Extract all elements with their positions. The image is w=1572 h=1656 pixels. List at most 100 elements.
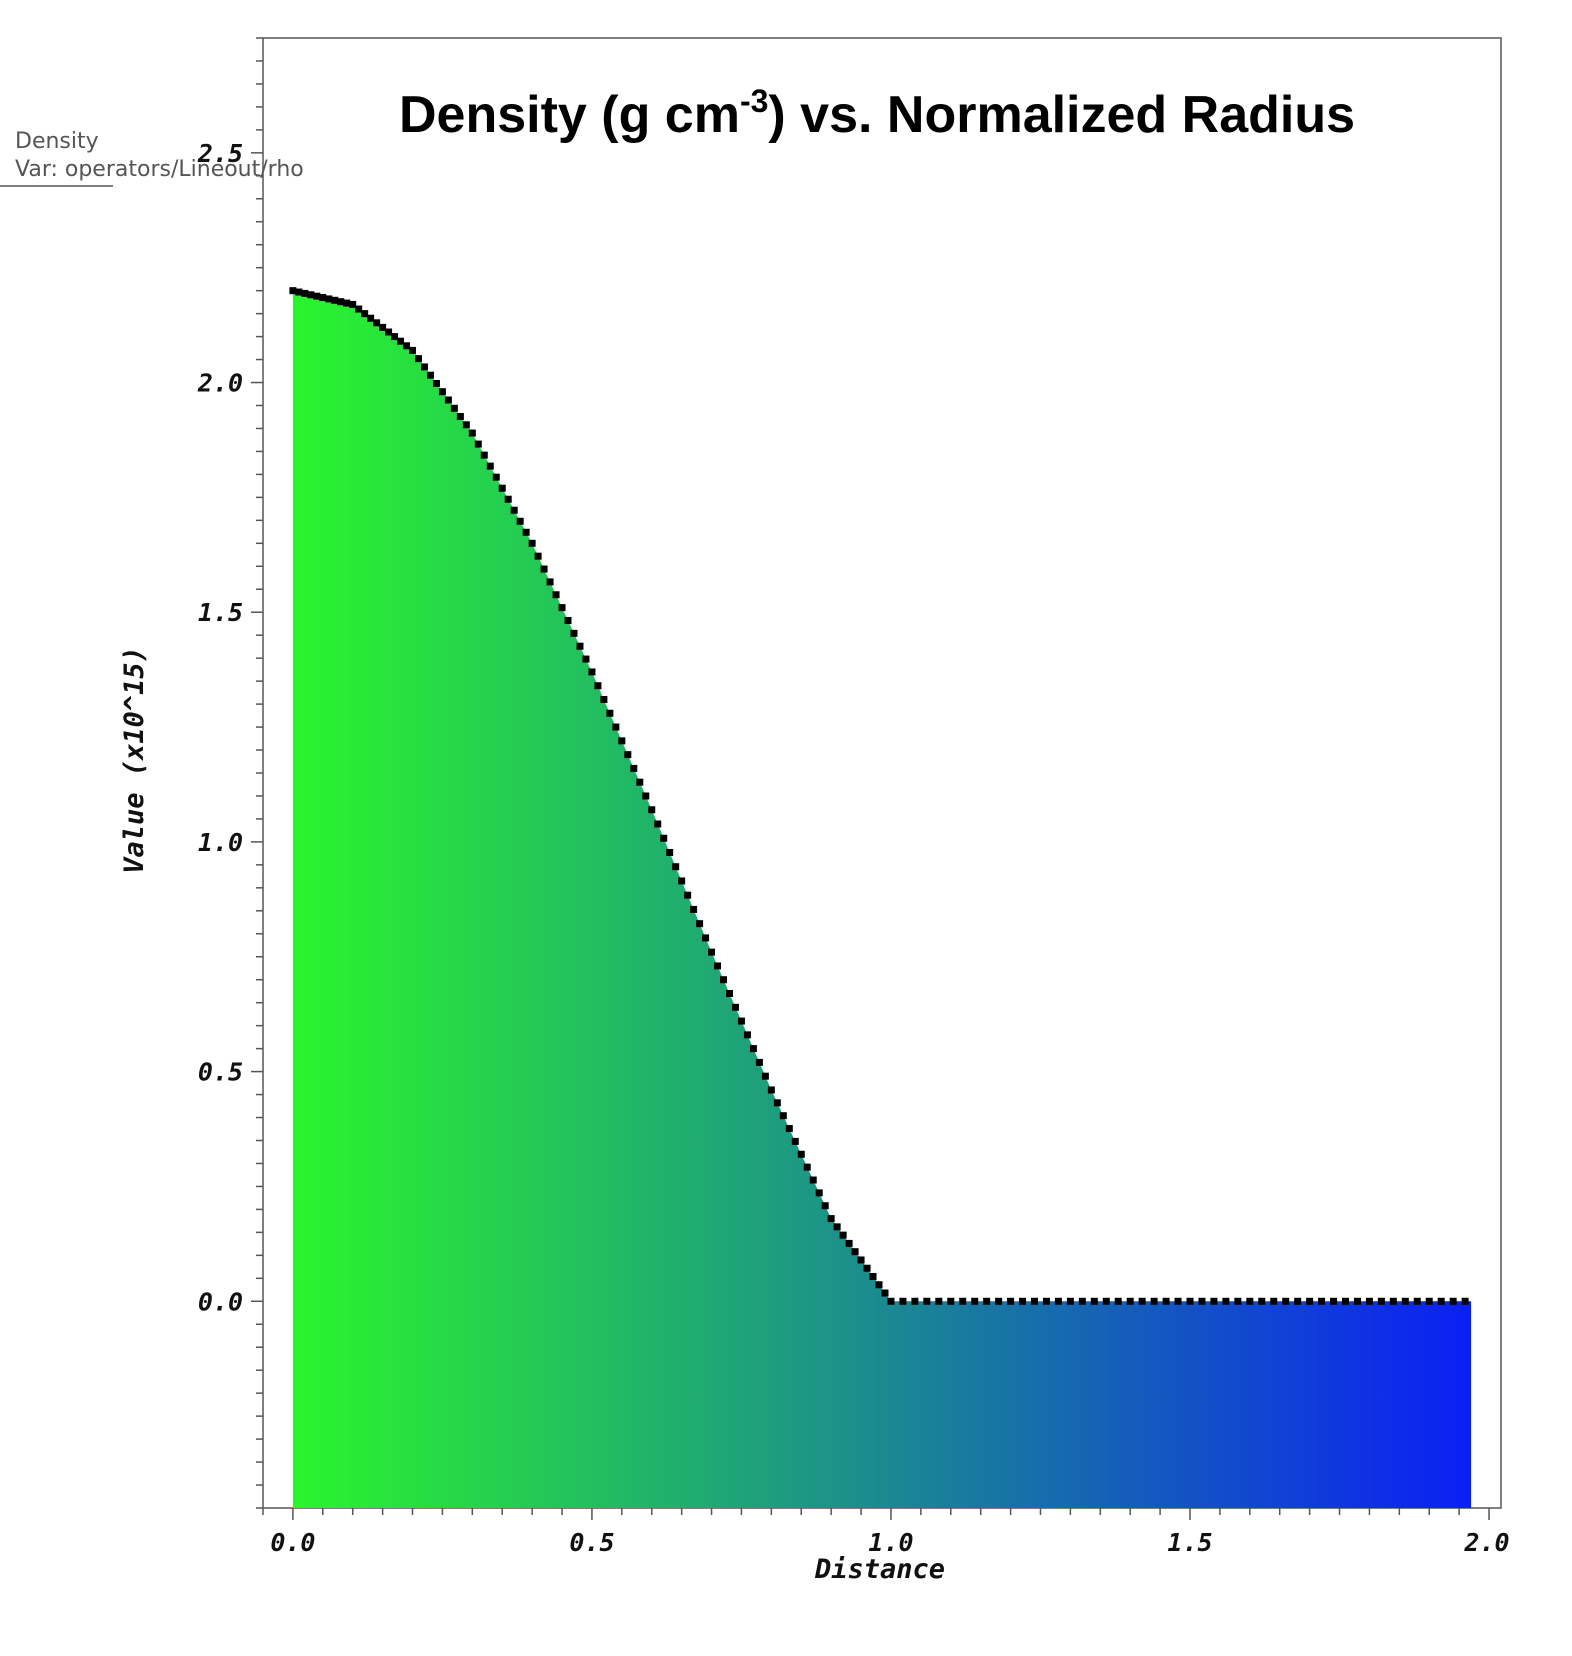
- density-marker: [1066, 1297, 1074, 1305]
- density-marker: [432, 379, 440, 387]
- density-marker: [827, 1215, 835, 1223]
- density-marker: [397, 337, 405, 345]
- density-marker: [720, 976, 728, 984]
- density-marker: [702, 934, 710, 942]
- density-marker: [845, 1239, 853, 1247]
- density-marker: [725, 990, 733, 997]
- density-marker: [426, 371, 434, 379]
- y-tick-label: 1.5: [198, 598, 243, 627]
- density-marker: [815, 1189, 823, 1197]
- density-marker: [343, 299, 351, 307]
- density-marker: [636, 778, 644, 786]
- density-marker: [1246, 1297, 1254, 1305]
- density-marker: [767, 1086, 775, 1094]
- density-marker: [1389, 1297, 1397, 1305]
- x-tick-labels: 0.0 0.5 1.0 1.5 2.0: [270, 1528, 1509, 1557]
- density-marker: [450, 404, 458, 412]
- density-marker: [1258, 1297, 1266, 1305]
- density-marker: [1138, 1297, 1146, 1305]
- density-marker: [731, 1003, 739, 1011]
- density-marker: [648, 806, 656, 814]
- density-marker: [1162, 1297, 1170, 1305]
- density-marker: [863, 1264, 871, 1272]
- density-marker: [1042, 1297, 1050, 1305]
- y-tick-label: 0.0: [198, 1287, 243, 1316]
- density-marker: [743, 1031, 751, 1039]
- density-marker: [672, 863, 680, 871]
- density-marker: [367, 314, 375, 322]
- density-marker: [337, 298, 345, 306]
- density-marker: [1102, 1297, 1110, 1305]
- density-marker: [1019, 1297, 1027, 1305]
- density-marker: [331, 296, 339, 304]
- density-marker: [791, 1137, 799, 1145]
- density-marker: [564, 616, 572, 624]
- density-marker: [666, 848, 674, 856]
- density-marker: [809, 1176, 817, 1184]
- density-marker: [995, 1297, 1003, 1305]
- density-marker: [678, 877, 686, 885]
- density-marker: [1365, 1297, 1373, 1305]
- density-marker: [642, 792, 650, 800]
- density-marker: [1222, 1297, 1230, 1305]
- density-marker: [714, 962, 722, 970]
- density-marker: [492, 473, 500, 481]
- legend-variable: Var: operators/Lineout/rho: [15, 157, 304, 182]
- density-marker: [510, 506, 518, 514]
- density-marker: [959, 1297, 967, 1305]
- density-marker: [857, 1256, 865, 1264]
- density-marker: [1425, 1297, 1433, 1305]
- density-marker: [582, 655, 590, 663]
- density-marker: [504, 495, 512, 503]
- density-marker: [600, 696, 608, 703]
- density-marker: [797, 1150, 805, 1158]
- density-marker: [1413, 1297, 1421, 1305]
- density-marker: [1449, 1297, 1457, 1305]
- density-marker: [869, 1272, 877, 1280]
- density-marker: [737, 1017, 745, 1025]
- density-marker: [301, 289, 309, 297]
- chart-title-suffix: ) vs. Normalized Radius: [768, 86, 1355, 144]
- density-marker: [690, 905, 698, 913]
- density-marker: [1330, 1297, 1338, 1305]
- density-marker: [1198, 1297, 1206, 1305]
- density-marker: [1294, 1297, 1302, 1305]
- density-marker: [1437, 1297, 1445, 1305]
- chart-title-superscript: -3: [740, 83, 768, 119]
- density-marker: [558, 604, 566, 612]
- density-marker: [1282, 1297, 1290, 1305]
- density-marker: [935, 1297, 943, 1305]
- density-marker: [486, 462, 494, 470]
- density-marker: [785, 1125, 793, 1133]
- y-tick-label: 2.5: [197, 139, 243, 168]
- density-marker: [1007, 1297, 1015, 1305]
- density-marker: [875, 1281, 883, 1289]
- density-marker: [1150, 1297, 1158, 1305]
- density-marker: [409, 346, 417, 354]
- density-marker: [696, 920, 704, 928]
- density-marker: [1306, 1297, 1314, 1305]
- chart-title: Density (g cm-3) vs. Normalized Radius: [399, 83, 1355, 144]
- density-marker: [923, 1297, 931, 1305]
- density-marker: [385, 328, 393, 336]
- density-marker: [391, 333, 399, 341]
- density-marker: [779, 1112, 787, 1120]
- density-marker: [803, 1163, 811, 1171]
- density-marker: [522, 528, 530, 536]
- density-marker: [594, 682, 602, 690]
- density-marker: [516, 517, 524, 525]
- density-marker: [576, 642, 584, 650]
- density-marker: [1342, 1297, 1350, 1305]
- density-marker: [612, 723, 620, 731]
- density-marker: [319, 294, 327, 302]
- y-tick-label: 2.0: [197, 369, 243, 398]
- density-marker: [414, 355, 422, 363]
- density-marker: [570, 629, 578, 637]
- density-marker: [456, 413, 464, 421]
- density-marker: [420, 363, 428, 371]
- density-marker: [618, 737, 626, 745]
- density-marker: [911, 1297, 919, 1305]
- density-marker: [1270, 1297, 1278, 1305]
- density-marker: [1114, 1297, 1122, 1305]
- density-marker: [773, 1099, 781, 1107]
